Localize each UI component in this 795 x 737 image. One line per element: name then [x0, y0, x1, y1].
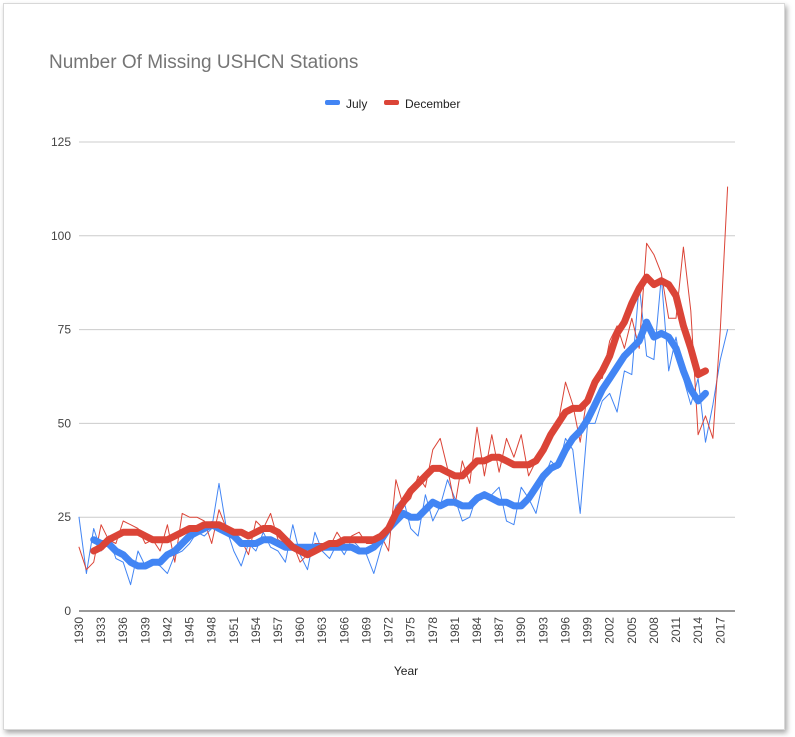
- x-tick-label: 1984: [470, 617, 484, 644]
- y-tick-label: 50: [58, 416, 72, 430]
- x-tick-label: 1966: [337, 617, 351, 644]
- x-tick-label: 1936: [116, 617, 130, 644]
- x-tick-label: 1930: [72, 617, 86, 644]
- series-line-july-5-year-average: [90, 318, 709, 570]
- x-tick-label: 1996: [558, 617, 572, 644]
- y-tick-label: 125: [51, 135, 71, 149]
- x-tick-label: 1939: [138, 617, 152, 644]
- x-tick-label: 2005: [625, 617, 639, 644]
- y-tick-label: 100: [51, 229, 71, 243]
- x-tick-label: 1972: [382, 617, 396, 644]
- y-axis-ticks: 0 25 50 75 100 125: [51, 135, 71, 618]
- chart-title: Number Of Missing USHCN Stations: [49, 52, 358, 73]
- x-tick-label: 1987: [492, 617, 506, 644]
- y-tick-label: 25: [58, 510, 72, 524]
- x-tick-label: 1960: [293, 617, 307, 644]
- legend-swatch-july: [325, 100, 340, 105]
- x-tick-label: 1981: [448, 617, 462, 644]
- x-tick-label: 1957: [271, 617, 285, 644]
- x-tick-label: 1945: [183, 617, 197, 644]
- legend: July December: [325, 97, 460, 111]
- x-tick-label: 2011: [669, 617, 683, 643]
- chart-card: [3, 3, 785, 730]
- x-tick-label: 1933: [94, 617, 108, 644]
- y-tick-label: 75: [58, 323, 72, 337]
- x-tick-label: 1993: [536, 617, 550, 644]
- x-tick-label: 2014: [691, 617, 705, 644]
- gridlines: [79, 141, 735, 612]
- x-tick-label: 1951: [227, 617, 241, 644]
- x-tick-label: 1978: [426, 617, 440, 644]
- legend-swatch-december: [384, 100, 399, 105]
- x-tick-label: 1954: [249, 617, 263, 644]
- x-axis-title: Year: [394, 664, 418, 678]
- x-axis-ticks: 1930 1933 1936 1939 1942 1945 1948 1951 1954 1957…: [72, 617, 727, 644]
- series-line-december-5-year-average: [90, 273, 709, 559]
- x-tick-label: 2017: [713, 617, 727, 644]
- x-tick-label: 1975: [404, 617, 418, 644]
- legend-label-december: December: [405, 97, 460, 111]
- x-tick-label: 1969: [359, 617, 373, 644]
- x-tick-label: 1963: [315, 617, 329, 644]
- x-tick-label: 1942: [160, 617, 174, 644]
- x-tick-label: 1990: [514, 617, 528, 644]
- x-tick-label: 2002: [603, 617, 617, 644]
- y-tick-label: 0: [64, 604, 71, 618]
- legend-label-july: July: [346, 97, 367, 111]
- x-tick-label: 1948: [205, 617, 219, 644]
- series-lines: [78, 186, 729, 586]
- x-tick-label: 2008: [647, 617, 661, 644]
- x-tick-label: 1999: [581, 617, 595, 644]
